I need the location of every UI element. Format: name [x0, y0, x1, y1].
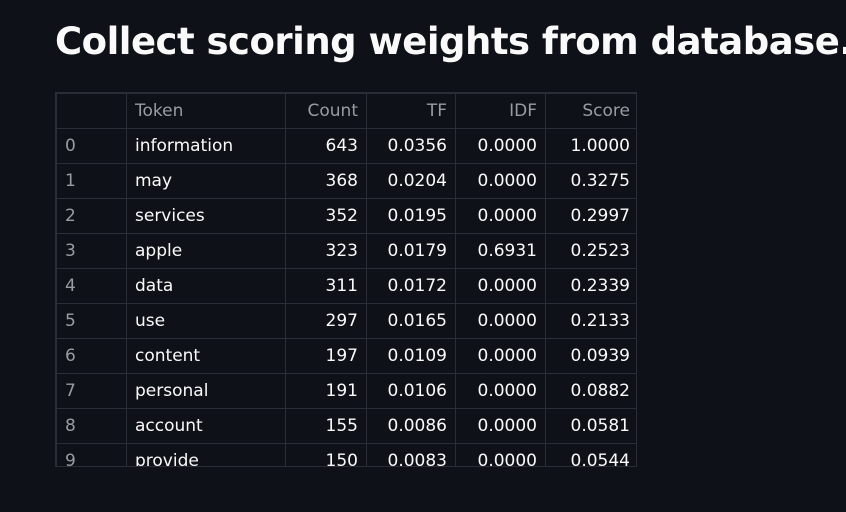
header-row: Token Count TF IDF Score: [56, 93, 636, 129]
score-cell[interactable]: 0.0544: [545, 443, 636, 466]
table-row: 1 may 368 0.0204 0.0000 0.3275: [56, 163, 636, 199]
row-index-cell[interactable]: 5: [56, 303, 127, 339]
table-row: 7 personal 191 0.0106 0.0000 0.0882: [56, 373, 636, 409]
tf-cell[interactable]: 0.0109: [366, 338, 456, 374]
row-index-cell[interactable]: 3: [56, 233, 127, 269]
column-header-token[interactable]: Token: [126, 93, 286, 129]
row-index-cell[interactable]: 1: [56, 163, 127, 199]
idf-cell[interactable]: 0.0000: [455, 128, 546, 164]
row-index-cell[interactable]: 0: [56, 128, 127, 164]
score-cell[interactable]: 0.2133: [545, 303, 636, 339]
column-header-score[interactable]: Score: [545, 93, 636, 129]
score-cell[interactable]: 0.0939: [545, 338, 636, 374]
row-index-cell[interactable]: 8: [56, 408, 127, 444]
idf-cell[interactable]: 0.6931: [455, 233, 546, 269]
table-row: 4 data 311 0.0172 0.0000 0.2339: [56, 268, 636, 304]
count-cell[interactable]: 368: [285, 163, 367, 199]
tf-cell[interactable]: 0.0195: [366, 198, 456, 234]
idf-cell[interactable]: 0.0000: [455, 198, 546, 234]
table-row: 9 provide 150 0.0083 0.0000 0.0544: [56, 443, 636, 466]
count-cell[interactable]: 311: [285, 268, 367, 304]
tf-cell[interactable]: 0.0172: [366, 268, 456, 304]
count-cell[interactable]: 297: [285, 303, 367, 339]
count-cell[interactable]: 352: [285, 198, 367, 234]
column-header-tf[interactable]: TF: [366, 93, 456, 129]
idf-cell[interactable]: 0.0000: [455, 303, 546, 339]
count-cell[interactable]: 155: [285, 408, 367, 444]
score-cell[interactable]: 0.0581: [545, 408, 636, 444]
token-cell[interactable]: provide: [126, 443, 286, 466]
token-cell[interactable]: may: [126, 163, 286, 199]
idf-cell[interactable]: 0.0000: [455, 408, 546, 444]
page-title: Collect scoring weights from database.: [55, 20, 846, 63]
table-row: 2 services 352 0.0195 0.0000 0.2997: [56, 198, 636, 234]
score-cell[interactable]: 0.2997: [545, 198, 636, 234]
token-cell[interactable]: account: [126, 408, 286, 444]
column-header-index[interactable]: [56, 93, 127, 129]
tf-cell[interactable]: 0.0165: [366, 303, 456, 339]
score-cell[interactable]: 1.0000: [545, 128, 636, 164]
count-cell[interactable]: 150: [285, 443, 367, 466]
tf-cell[interactable]: 0.0106: [366, 373, 456, 409]
dataframe-table[interactable]: Token Count TF IDF Score 0 information 6…: [55, 92, 637, 467]
table-row: 6 content 197 0.0109 0.0000 0.0939: [56, 338, 636, 374]
row-index-cell[interactable]: 6: [56, 338, 127, 374]
score-cell[interactable]: 0.3275: [545, 163, 636, 199]
score-cell[interactable]: 0.2339: [545, 268, 636, 304]
token-cell[interactable]: information: [126, 128, 286, 164]
idf-cell[interactable]: 0.0000: [455, 373, 546, 409]
tf-cell[interactable]: 0.0204: [366, 163, 456, 199]
idf-cell[interactable]: 0.0000: [455, 163, 546, 199]
column-header-idf[interactable]: IDF: [455, 93, 546, 129]
count-cell[interactable]: 191: [285, 373, 367, 409]
table-row: 5 use 297 0.0165 0.0000 0.2133: [56, 303, 636, 339]
token-cell[interactable]: use: [126, 303, 286, 339]
table-row: 3 apple 323 0.0179 0.6931 0.2523: [56, 233, 636, 269]
row-index-cell[interactable]: 9: [56, 443, 127, 466]
tf-cell[interactable]: 0.0179: [366, 233, 456, 269]
score-cell[interactable]: 0.2523: [545, 233, 636, 269]
score-cell[interactable]: 0.0882: [545, 373, 636, 409]
idf-cell[interactable]: 0.0000: [455, 268, 546, 304]
tf-cell[interactable]: 0.0086: [366, 408, 456, 444]
row-index-cell[interactable]: 7: [56, 373, 127, 409]
token-cell[interactable]: services: [126, 198, 286, 234]
token-cell[interactable]: content: [126, 338, 286, 374]
token-cell[interactable]: apple: [126, 233, 286, 269]
count-cell[interactable]: 197: [285, 338, 367, 374]
table-row: 0 information 643 0.0356 0.0000 1.0000: [56, 128, 636, 164]
column-header-count[interactable]: Count: [285, 93, 367, 129]
row-index-cell[interactable]: 2: [56, 198, 127, 234]
count-cell[interactable]: 643: [285, 128, 367, 164]
idf-cell[interactable]: 0.0000: [455, 443, 546, 466]
token-cell[interactable]: data: [126, 268, 286, 304]
row-index-cell[interactable]: 4: [56, 268, 127, 304]
table-row: 8 account 155 0.0086 0.0000 0.0581: [56, 408, 636, 444]
idf-cell[interactable]: 0.0000: [455, 338, 546, 374]
count-cell[interactable]: 323: [285, 233, 367, 269]
scoring-weights-table: Token Count TF IDF Score 0 information 6…: [56, 93, 636, 466]
token-cell[interactable]: personal: [126, 373, 286, 409]
tf-cell[interactable]: 0.0083: [366, 443, 456, 466]
tf-cell[interactable]: 0.0356: [366, 128, 456, 164]
